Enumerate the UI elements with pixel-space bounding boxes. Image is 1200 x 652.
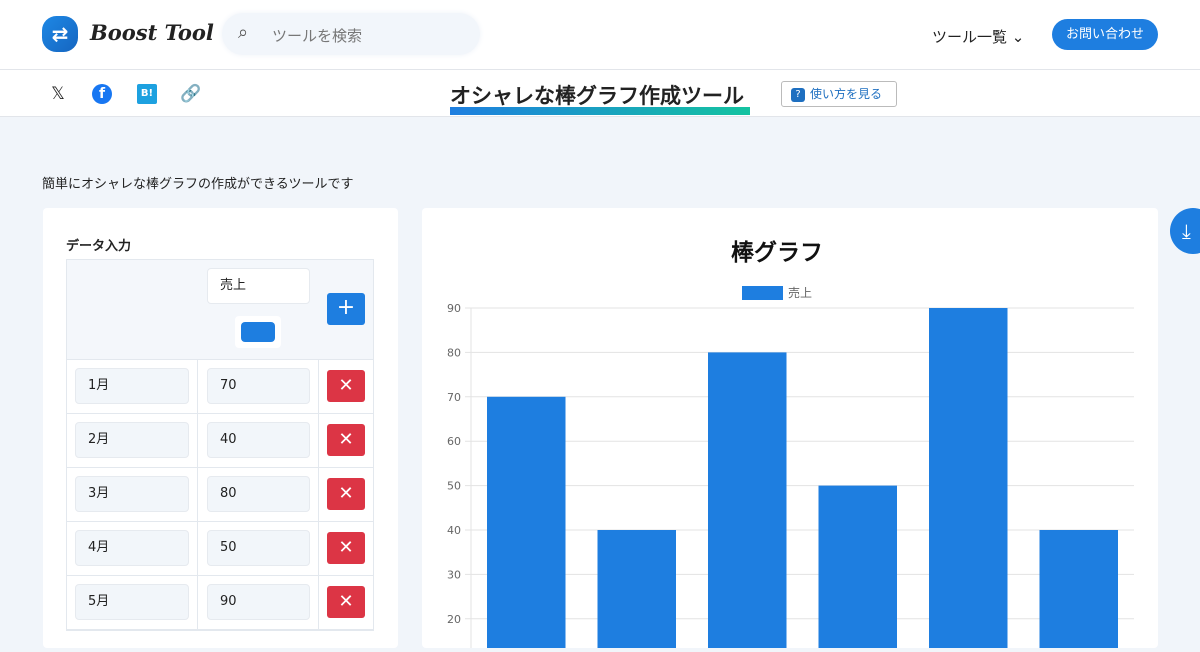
table-header: 売上 + — [67, 260, 373, 360]
value-input[interactable]: 40 — [207, 422, 310, 458]
y-tick-label: 80 — [447, 346, 461, 359]
add-series-button[interactable]: + — [327, 293, 365, 325]
tool-subheader: 𝕏 f B! 🔗 オシャレな棒グラフ作成ツール ? 使い方を見る — [0, 70, 1200, 117]
legend-swatch — [742, 286, 783, 300]
tool-description: 簡単にオシャレな棒グラフの作成ができるツールです — [42, 177, 354, 192]
delete-row-button[interactable]: ✕ — [327, 370, 365, 402]
data-table: 売上 + 1月 70 ✕ 2月 40 ✕ 3月 80 ✕ 4月 50 ✕ 5月 90 ✕ — [66, 259, 374, 631]
delete-row-button[interactable]: ✕ — [327, 586, 365, 618]
site-header: ⇄ Boost Tool ⌕ ツールを検索 ツール一覧 ⌄ お問い合わせ — [0, 0, 1200, 70]
y-tick-label: 70 — [447, 391, 461, 404]
brand-name[interactable]: Boost Tool — [90, 20, 214, 45]
y-tick-label: 50 — [447, 480, 461, 493]
series-color-picker[interactable] — [235, 316, 281, 348]
y-tick-label: 40 — [447, 524, 461, 537]
table-row: 5月 90 ✕ — [67, 576, 373, 630]
bar[interactable] — [487, 396, 566, 648]
x-icon[interactable]: 𝕏 — [51, 84, 65, 104]
chart-title: 棒グラフ — [731, 239, 823, 266]
bar-chart: 棒グラフ 売上 90 80 70 60 50 40 30 20 — [447, 239, 1134, 648]
chevron-down-icon: ⌄ — [1011, 28, 1025, 46]
y-tick-label: 20 — [447, 613, 461, 626]
help-icon: ? — [791, 88, 805, 102]
y-tick-label: 30 — [447, 568, 461, 581]
contact-button[interactable]: お問い合わせ — [1052, 19, 1158, 50]
table-row: 3月 80 ✕ — [67, 468, 373, 522]
bar[interactable] — [1039, 530, 1119, 648]
facebook-icon[interactable]: f — [92, 84, 112, 104]
table-row: 4月 50 ✕ — [67, 522, 373, 576]
value-input[interactable]: 50 — [207, 530, 310, 566]
label-input[interactable]: 4月 — [75, 530, 189, 566]
search-icon: ⌕ — [238, 22, 249, 43]
search-placeholder: ツールを検索 — [272, 27, 363, 45]
bar[interactable] — [597, 530, 677, 648]
tools-menu[interactable]: ツール一覧 ⌄ — [932, 26, 1024, 47]
delete-row-button[interactable]: ✕ — [327, 424, 365, 456]
y-tick-label: 90 — [447, 302, 461, 315]
delete-row-button[interactable]: ✕ — [327, 532, 365, 564]
bar[interactable] — [708, 352, 787, 648]
label-input[interactable]: 1月 — [75, 368, 189, 404]
legend-label[interactable]: 売上 — [788, 285, 812, 300]
table-row: 2月 40 ✕ — [67, 414, 373, 468]
download-icon[interactable]: ⤓ — [1170, 208, 1200, 254]
label-input[interactable]: 3月 — [75, 476, 189, 512]
data-input-heading: データ入力 — [66, 239, 132, 254]
chart-panel: 棒グラフ 売上 90 80 70 60 50 40 30 20 — [422, 208, 1158, 648]
how-to-label: 使い方を見る — [810, 87, 883, 101]
table-row: 1月 70 ✕ — [67, 360, 373, 414]
label-input[interactable]: 5月 — [75, 584, 189, 620]
tools-menu-label: ツール一覧 — [932, 28, 1008, 46]
title-underline — [450, 107, 750, 115]
how-to-button[interactable]: ? 使い方を見る — [781, 81, 897, 107]
data-input-panel: データ入力 売上 + 1月 70 ✕ 2月 40 ✕ 3月 80 ✕ 4月 50 ✕ 5… — [43, 208, 398, 648]
logo-icon[interactable]: ⇄ — [42, 16, 78, 52]
search-input[interactable]: ⌕ ツールを検索 — [222, 13, 480, 55]
value-input[interactable]: 70 — [207, 368, 310, 404]
series-name-input[interactable]: 売上 — [207, 268, 310, 304]
bar[interactable] — [929, 308, 1008, 648]
y-tick-label: 60 — [447, 435, 461, 448]
label-input[interactable]: 2月 — [75, 422, 189, 458]
link-icon[interactable]: 🔗 — [180, 84, 202, 104]
hatena-bookmark-icon[interactable]: B! — [137, 84, 157, 104]
value-input[interactable]: 90 — [207, 584, 310, 620]
bar[interactable] — [818, 485, 898, 648]
value-input[interactable]: 80 — [207, 476, 310, 512]
page-title: オシャレな棒グラフ作成ツール — [450, 84, 744, 108]
delete-row-button[interactable]: ✕ — [327, 478, 365, 510]
